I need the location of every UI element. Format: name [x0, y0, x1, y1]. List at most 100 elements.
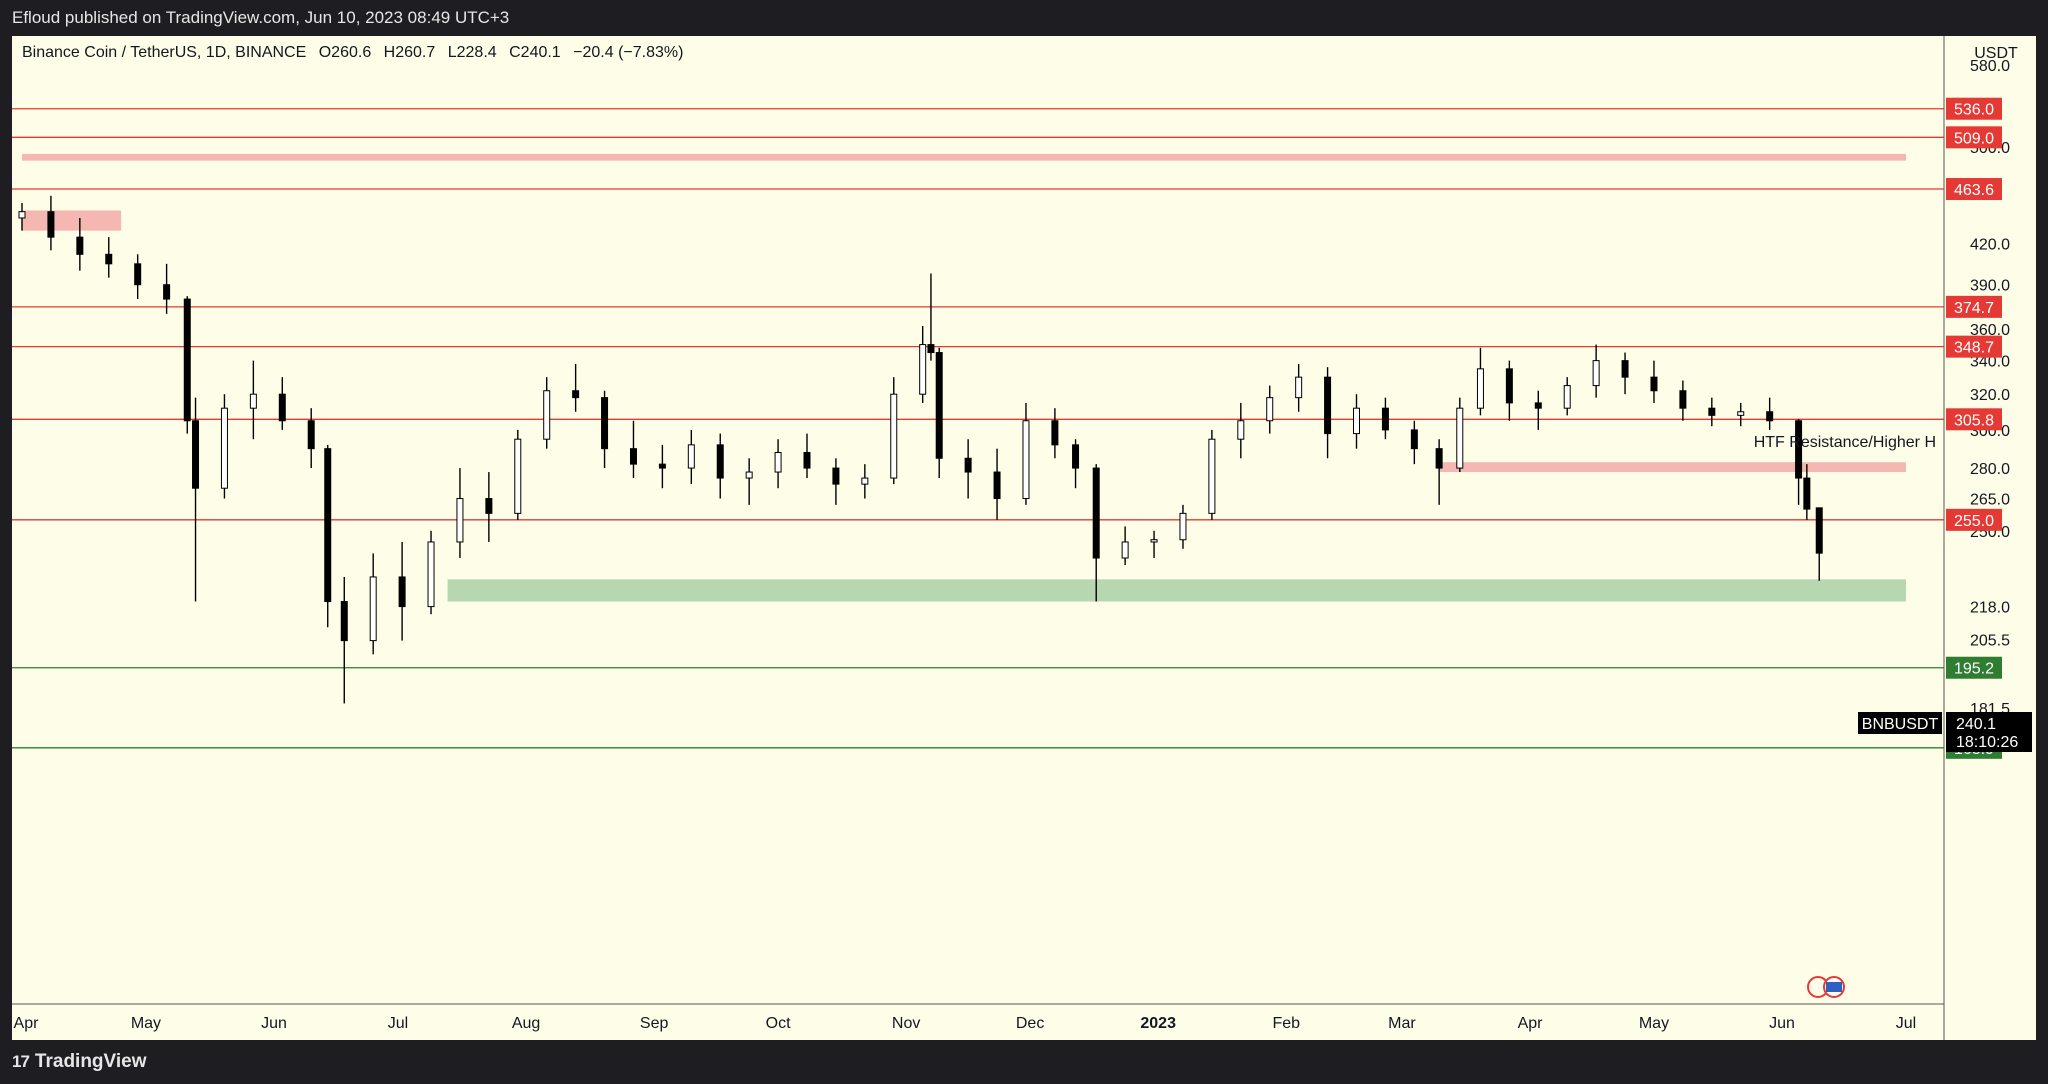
price-axis-bg	[1944, 36, 2036, 1040]
legend-high: H260.7	[383, 44, 436, 61]
zone-red-1	[22, 210, 122, 231]
candle-body-14	[369, 576, 377, 642]
candle-body-37	[993, 471, 1001, 500]
tv-brand-name: TradingView	[34, 1051, 147, 1072]
y-tick-2: 420.0	[1970, 237, 2010, 254]
candle-body-11	[307, 420, 315, 450]
legend-change: −20.4 (−7.83%)	[573, 44, 684, 61]
candle-body-40	[1072, 444, 1080, 469]
x-tick-13: May	[1639, 1015, 1669, 1032]
candle-body-35	[935, 352, 943, 459]
level-label-463.6: 463.6	[1954, 182, 1994, 199]
candle-body-67	[1803, 477, 1811, 510]
candle-body-39	[1051, 420, 1059, 446]
price-axis-unit: USDT	[1974, 45, 2018, 62]
candle-body-29	[803, 451, 811, 469]
events-icon[interactable]	[1807, 976, 1845, 998]
level-label-bg-509.0	[1946, 126, 2002, 149]
x-tick-3: Jul	[388, 1015, 408, 1032]
candle-body-57	[1534, 402, 1542, 409]
tradingview-logo[interactable]: 17 TradingView	[12, 1050, 147, 1074]
y-tick-3: 390.0	[1970, 278, 2010, 295]
candle-body-53	[1435, 448, 1443, 469]
level-labels: 536.0 509.0 463.6 374.7 348.7 305.8 255.0 195.2…	[1946, 97, 2002, 759]
candle-body-68	[1815, 507, 1823, 554]
candle-body-18	[485, 498, 493, 514]
x-tick-11: Mar	[1388, 1015, 1416, 1032]
candle-body-15	[398, 576, 406, 608]
candle-body-6	[183, 298, 191, 422]
candle-body-2	[76, 236, 84, 255]
candle-body-17	[456, 498, 464, 543]
y-ticks: 580.0500.0420.0390.0360.0340.0320.0300.0…	[1970, 58, 2010, 749]
candle-body-49	[1324, 376, 1332, 435]
annotation-htf-resistance: HTF Resistance/Higher H	[1754, 434, 1936, 451]
y-tick-4: 360.0	[1970, 322, 2010, 339]
level-label-bg-348.7	[1946, 335, 2002, 358]
candle-body-22	[601, 397, 609, 450]
candle-body-20	[543, 390, 551, 440]
candle-body-42	[1121, 541, 1129, 559]
candle-body-43	[1150, 539, 1158, 543]
publish-header: Efloud published on TradingView.com, Jun…	[0, 0, 2048, 36]
publish-line: Efloud published on TradingView.com, Jun…	[12, 8, 510, 27]
candle-body-62	[1679, 390, 1687, 409]
candle-body-51	[1381, 407, 1389, 431]
candles-layer	[18, 195, 1823, 704]
x-tick-1: May	[131, 1015, 161, 1032]
candle-body-59	[1592, 360, 1600, 387]
zone-red-2	[1439, 462, 1906, 473]
candle-body-61	[1650, 376, 1658, 392]
candle-body-25	[687, 444, 695, 469]
candle-body-12	[324, 448, 332, 603]
last-price-box	[1946, 712, 2032, 752]
candle-body-45	[1208, 438, 1216, 514]
candle-body-52	[1410, 429, 1418, 450]
symbol-tag-bg	[1858, 712, 1942, 734]
level-label-509.0: 509.0	[1954, 130, 1994, 147]
legend-symbol: Binance Coin / TetherUS, 1D, BINANCE	[22, 44, 307, 61]
candle-body-56	[1505, 368, 1513, 404]
y-tick-5: 340.0	[1970, 354, 2010, 371]
x-ticks: Apr May Jun Jul Aug Sep Oct Nov Dec 2023 Feb Mar Apr…	[14, 1015, 1917, 1032]
candle-body-44	[1179, 512, 1187, 541]
candle-body-0	[18, 211, 26, 219]
candle-body-55	[1476, 368, 1484, 409]
footer-bar: 17 TradingView	[0, 1040, 2048, 1084]
level-label-255.0: 255.0	[1954, 513, 1994, 530]
candle-body-36	[964, 457, 972, 473]
candle-body-30	[832, 467, 840, 485]
x-tick-10: Feb	[1272, 1015, 1300, 1032]
candle-body-34	[927, 344, 935, 354]
candle-body-7	[192, 420, 200, 489]
candle-body-27	[745, 471, 753, 479]
zone-green-3	[447, 579, 1907, 602]
x-tick-12: Apr	[1518, 1015, 1544, 1032]
y-tick-0: 580.0	[1970, 58, 2010, 75]
ohlc-legend: Binance Coin / TetherUS, 1D, BINANCE O26…	[22, 44, 691, 62]
candle-body-64	[1737, 411, 1745, 416]
level-label-536.0: 536.0	[1954, 102, 1994, 119]
candle-body-1	[47, 211, 55, 238]
y-tick-11: 218.0	[1970, 600, 2010, 617]
level-label-305.8: 305.8	[1954, 412, 1994, 429]
countdown-label: 18:10:26	[1956, 734, 2018, 751]
zone-red-0	[22, 153, 1906, 161]
candle-body-47	[1266, 397, 1274, 422]
x-tick-15: Jul	[1896, 1015, 1916, 1032]
y-tick-12: 205.5	[1970, 632, 2010, 649]
candle-body-50	[1353, 407, 1360, 435]
legend-open: O260.6	[318, 44, 372, 61]
levels-layer	[12, 108, 1944, 749]
level-label-195.2: 195.2	[1954, 661, 1994, 678]
candle-body-54	[1456, 407, 1464, 469]
chart-area[interactable]	[12, 36, 2036, 1040]
candle-body-46	[1237, 420, 1245, 440]
candle-body-23	[629, 448, 637, 465]
candle-body-60	[1621, 360, 1629, 378]
level-label-bg-536.0	[1946, 97, 2002, 120]
candle-body-28	[774, 451, 782, 473]
candle-body-31	[861, 477, 869, 485]
candle-body-9	[249, 393, 257, 409]
